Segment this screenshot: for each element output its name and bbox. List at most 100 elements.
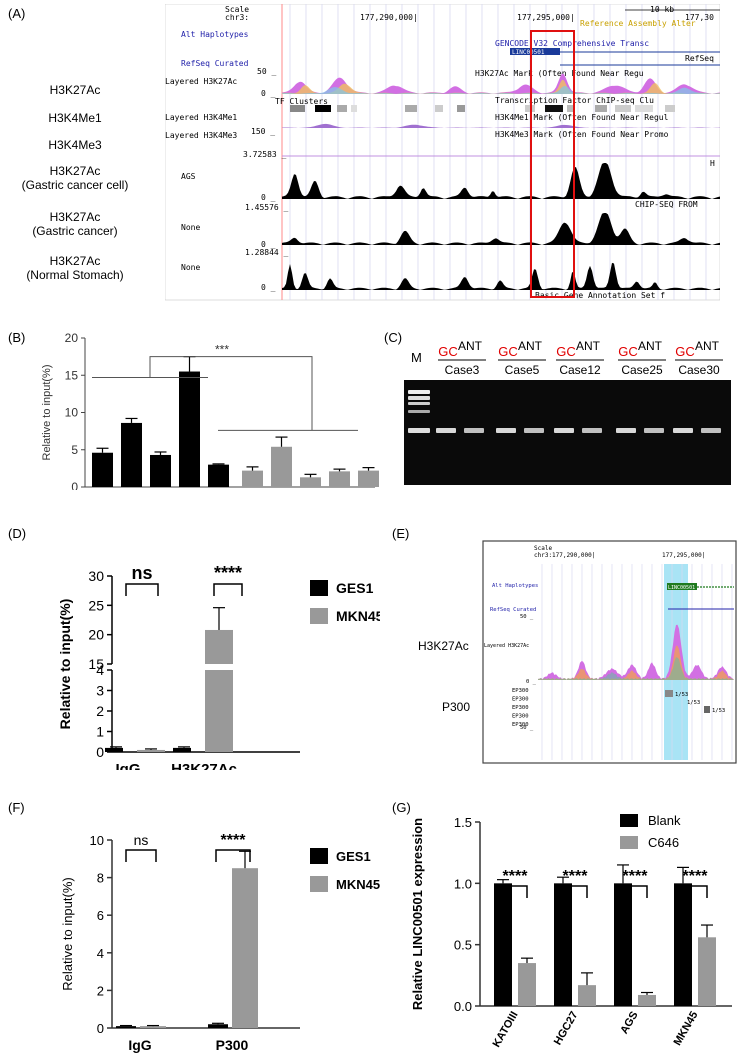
e-peak-1	[665, 690, 673, 697]
gel-band-ant	[464, 428, 484, 433]
bar-mkn45-lower	[205, 670, 233, 752]
gel-band-gc	[436, 428, 456, 433]
label-h3k27ac-4: H3K27Ac (Normal Stomach)	[26, 254, 124, 282]
bar-mkn45	[140, 1026, 166, 1028]
x-category-label: AGS	[618, 1010, 640, 1037]
case-label: Case25	[621, 363, 663, 377]
y-axis-title: Relative to input(%)	[57, 599, 73, 730]
legend-swatch	[310, 608, 328, 624]
panel-label-b: (B)	[8, 330, 26, 345]
bar-c646	[638, 994, 656, 1006]
legend-swatch	[310, 580, 328, 596]
tf-block	[595, 105, 607, 112]
legend-label: MKN45	[336, 877, 380, 892]
ep300-row: EP300	[512, 714, 529, 720]
gc-label: GC	[618, 344, 638, 359]
bar-ges1	[105, 747, 123, 752]
chrom-label: chr3:	[225, 13, 249, 22]
marker-band	[408, 390, 430, 394]
significance-bracket	[149, 356, 313, 431]
gel-band-ant	[701, 428, 721, 433]
gene-box-a-label: LINC00501	[512, 49, 545, 56]
bar	[121, 422, 142, 487]
y-tick-label: 1.5	[454, 815, 472, 830]
legend-swatch	[620, 836, 638, 849]
ep300-row: EP300	[512, 705, 529, 711]
chart-d: 0 1 2 3 415 20 25 30 Relative to input(%) IgG H3K2…	[57, 563, 380, 770]
scale-bar-label: 10 kb	[650, 5, 674, 14]
y-tick-label: 0	[71, 480, 78, 490]
bar	[92, 452, 113, 487]
val-50: 50 _	[257, 67, 276, 76]
tf-block	[405, 105, 417, 112]
gel-band-gc	[554, 428, 574, 433]
significance-bracket	[682, 885, 708, 898]
case-label: Case5	[505, 363, 540, 377]
bar-c646	[578, 985, 596, 1006]
h3k27ac-mark-title: H3K27Ac Mark (Often Found Near Regu	[475, 69, 644, 78]
legend-swatch	[620, 814, 638, 827]
e-peak-label-3: 1/53	[712, 708, 725, 714]
marker-band	[408, 402, 430, 405]
val-0d: 0 _	[261, 283, 276, 292]
bar-blank	[494, 883, 512, 1006]
y-axis-title: Relative to input(%)	[60, 877, 75, 990]
tf-block	[615, 105, 631, 112]
bar	[208, 464, 229, 487]
legend-swatch	[310, 848, 328, 864]
significance-label: ***	[215, 343, 229, 357]
val-ns: 1.28844 _	[245, 248, 289, 257]
e-chrom: chr3:	[534, 552, 552, 559]
gel-band-gc	[673, 428, 693, 433]
legend-label: C646	[648, 835, 679, 850]
legend-label: MKN45	[336, 608, 380, 624]
normal-stomach-signal	[282, 262, 720, 290]
bar-mkn45-upper	[205, 629, 233, 664]
significance-bracket	[622, 885, 648, 898]
e-val-50b: 50 _	[520, 725, 534, 731]
y-tick-label: 10	[65, 406, 79, 420]
bar-mkn45	[137, 749, 165, 752]
scale-label: Scale	[225, 5, 249, 14]
bar	[300, 477, 321, 487]
y-tick-label: 0.5	[454, 938, 472, 953]
marker-band	[408, 428, 430, 433]
gc-label: GC	[675, 344, 695, 359]
bar-mkn45	[232, 868, 258, 1028]
y-tick-label: 4	[96, 662, 104, 678]
track-none-2: None	[181, 263, 200, 272]
ant-label: ANT	[458, 339, 483, 353]
x-category-label: P300	[216, 1037, 249, 1053]
val-0b: 0 _	[261, 193, 276, 202]
label-h3k27ac-3: H3K27Ac (Gastric cancer)	[32, 210, 118, 238]
bar	[179, 371, 200, 487]
e-val-50: 50 _	[520, 614, 534, 620]
e-layered: Layered H3K27Ac	[484, 643, 529, 649]
coord-2: 177,295,000|	[517, 13, 575, 22]
panel-label-d: (D)	[8, 526, 27, 541]
track-ags: AGS	[181, 172, 196, 181]
e-scale: Scale	[534, 545, 552, 552]
significance-label: ****	[221, 832, 247, 849]
highlight-region-box	[530, 30, 575, 298]
layered-h3k4me1: Layered H3K4Me1	[165, 113, 237, 122]
panel-c: M GC ANT Case3 GC ANT Case5 GC ANT Case12 GC ANT Ca…	[384, 330, 734, 490]
y-axis-title: Relative to input(%)	[41, 365, 53, 461]
y-tick-label: 20	[65, 331, 79, 345]
genome-browser-e: Scale chr3: 177,290,000| 177,295,000| Al…	[482, 540, 737, 764]
bar-blank	[614, 883, 632, 1006]
significance-label: ****	[563, 868, 589, 885]
case-label: Case30	[678, 363, 720, 377]
case-label: Case3	[445, 363, 480, 377]
refseq-right-label: RefSeq	[685, 54, 714, 63]
tf-block	[567, 105, 573, 112]
ref-assembly-label: Reference Assembly Alter	[580, 19, 696, 28]
label-h3k4me1: H3K4Me1	[48, 111, 102, 125]
h-right: H	[710, 159, 715, 168]
ags-signal	[282, 163, 720, 199]
ant-label: ANT	[576, 339, 601, 353]
significance-label: ****	[214, 563, 242, 583]
basic-gene-label: Basic Gene Annotation Set f	[535, 291, 665, 300]
